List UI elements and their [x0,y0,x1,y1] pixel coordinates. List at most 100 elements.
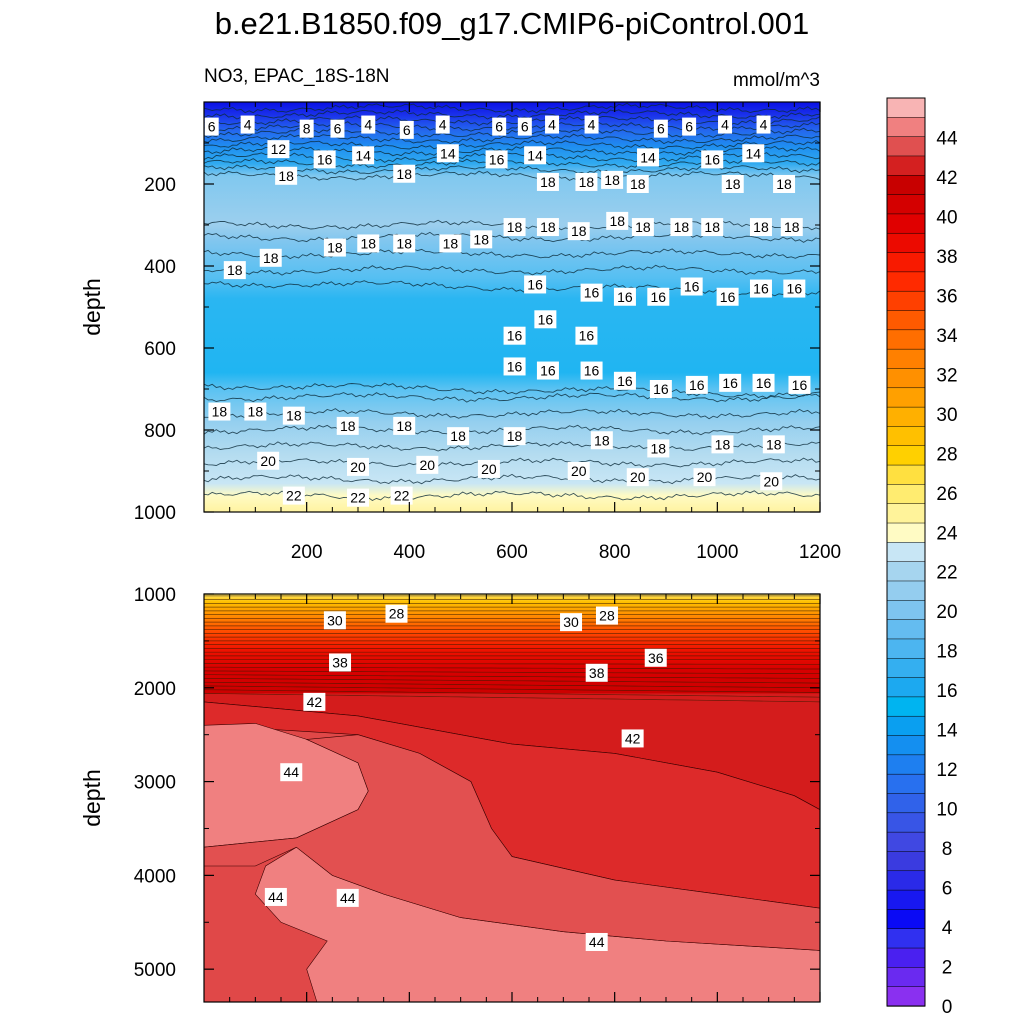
contour-label-bg [585,663,608,682]
contour-label: 18 [701,218,724,237]
contour-label-bg [756,115,771,134]
contour-label-text: 16 [507,358,523,374]
contour-label-text: 16 [704,151,720,167]
contour-label: 16 [701,150,724,169]
contour-label: 42 [621,729,644,748]
contour-line [203,392,821,403]
contour-label-text: 16 [653,381,669,397]
contour-label: 6 [399,120,414,139]
y-tick-label: 200 [144,175,176,196]
contour-label-text: 16 [317,151,333,167]
colorbar-swatch [886,290,926,312]
contour-label: 16 [580,361,603,380]
contour-label-text: 44 [268,889,284,905]
contour-line [203,139,821,151]
contour-label-bg [244,402,267,421]
contour-label-bg [361,115,376,134]
contour-label-text: 14 [745,145,761,161]
contour-label-bg [701,150,724,169]
colorbar-swatch [886,696,926,717]
colorbar-swatch [886,928,926,949]
colorbar-swatch [886,348,926,370]
contour-label-bg [590,431,613,450]
contour-label-text: 30 [327,612,343,628]
lower-y-axis-label: depth [79,769,105,827]
x-tick-label: 400 [393,542,425,563]
contour-label: 6 [330,119,345,138]
contour-label-bg [435,115,450,134]
contour-label-bg [680,277,703,296]
contour-label-text: 22 [286,488,302,504]
contour-label-bg [323,611,346,630]
contour-label-bg [223,261,246,280]
contour-label: 20 [347,457,369,476]
contour-label: 18 [259,248,282,267]
contour-label-text: 16 [684,279,700,295]
contour-label: 22 [282,486,305,505]
upper-y-axis-label: depth [79,278,105,336]
contour-label: 16 [485,150,508,169]
y-tick-label: 400 [144,257,176,278]
contour-label-bg [649,380,672,398]
contour-label-text: 44 [340,890,356,906]
contour-label: 18 [503,218,526,237]
contour-label: 16 [580,283,603,302]
contour-label-bg [783,279,806,298]
colorbar-label: 42 [936,168,957,189]
contour-label-text: 14 [527,147,543,163]
colorbar-swatch [886,754,926,775]
contour-label: 22 [347,488,369,507]
contour-label-bg [647,287,670,306]
contour-label: 18 [721,175,744,193]
panel-label-variable-region: NO3, EPAC_18S-18N [204,66,390,87]
contour-label-bg [584,115,599,134]
contour-label: 18 [447,427,470,446]
contour-label-text: 18 [396,418,412,434]
contour-label-bg [626,468,649,487]
contour-label-bg [208,402,231,421]
contour-label: 30 [560,613,583,632]
contour-label: 20 [567,462,590,480]
contour-line [204,663,820,665]
contour-label-text: 20 [481,461,497,477]
colorbar-swatch [886,947,926,969]
x-tick-label: 800 [599,542,631,563]
contour-label: 18 [647,439,670,458]
contour-label-text: 6 [521,119,529,135]
contour-label: 16 [788,375,811,394]
colorbar-swatch [886,773,926,795]
contour-label-bg [606,211,629,230]
contour-label-bg [204,117,219,136]
contour-label: 18 [780,218,803,237]
colorbar-swatch [886,967,926,988]
colorbar-label: 6 [942,879,953,900]
contour-label-text: 18 [443,235,459,251]
contour-label-text: 18 [212,404,228,420]
contour-label: 14 [742,144,765,163]
contour-label-text: 4 [721,117,729,133]
contour-label-text: 16 [584,285,600,301]
contour-line [203,670,820,675]
contour-label-bg [282,486,305,505]
contour-label-text: 18 [651,440,667,456]
contour-line [203,689,821,698]
contour-label-text: 6 [495,119,503,135]
contour-line [204,666,820,670]
colorbar-swatch [886,426,926,447]
contour-label-text: 18 [540,174,556,190]
contour-label-bg [647,439,670,458]
colorbar-label: 26 [936,484,957,505]
contour-label: 36 [644,648,667,667]
contour-label: 18 [670,218,693,237]
contour-label-bg [299,119,314,138]
x-tick-label: 1000 [696,542,738,563]
contour-label-text: 28 [599,608,615,624]
contour-label: 18 [223,261,246,280]
contour-label: 16 [716,287,739,306]
contour-label-bg [718,115,733,134]
contour-label: 16 [680,277,703,296]
y-tick-label: 600 [144,339,176,360]
contour-label: 4 [435,115,450,134]
colorbar-swatch [886,503,926,524]
contour-label-bg [336,888,359,907]
